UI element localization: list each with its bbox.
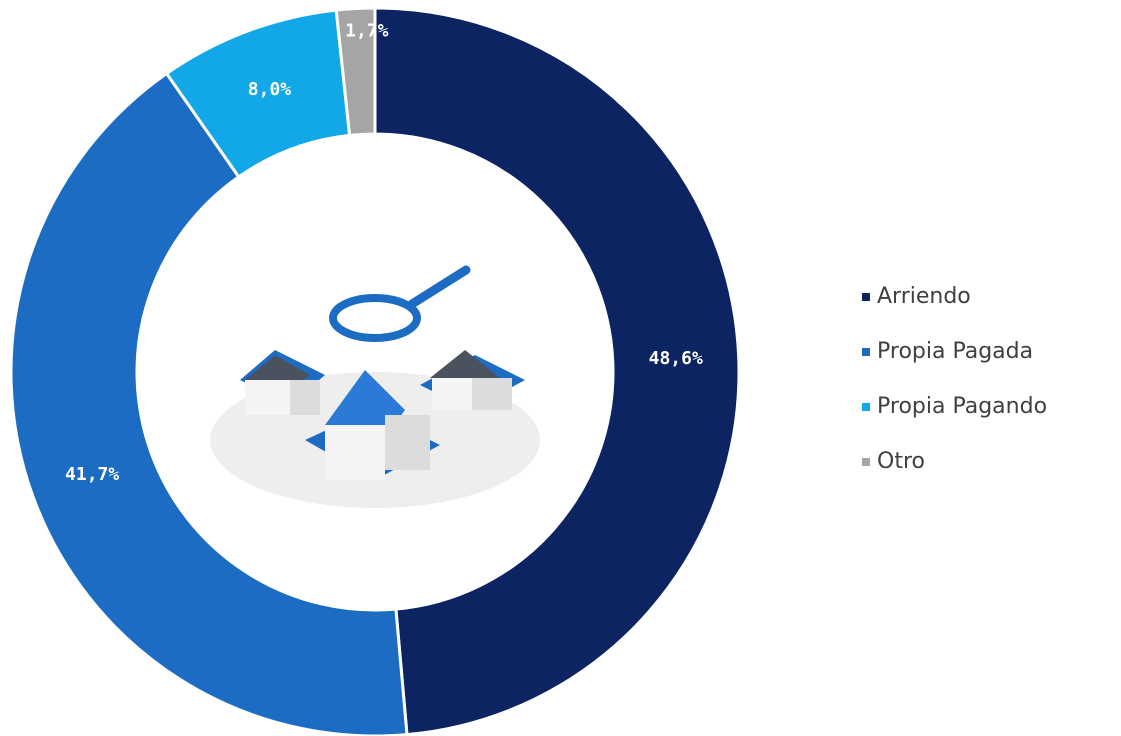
legend-label: Propia Pagada [877, 339, 1033, 364]
value-label: 48,6% [649, 348, 703, 369]
legend-label: Propia Pagando [877, 394, 1047, 419]
slice [373, 6, 741, 736]
center-illustration [210, 265, 540, 508]
legend-label: Arriendo [877, 284, 971, 309]
value-label: 1,7% [345, 20, 389, 41]
legend-marker [862, 458, 870, 466]
legend-label: Otro [877, 449, 925, 474]
value-label: 41,7% [65, 464, 119, 485]
value-label: 8,0% [248, 79, 292, 100]
slice [9, 71, 409, 736]
legend-marker [862, 403, 870, 411]
legend-marker [862, 348, 870, 356]
slice [334, 6, 377, 138]
legend-marker [862, 293, 870, 301]
